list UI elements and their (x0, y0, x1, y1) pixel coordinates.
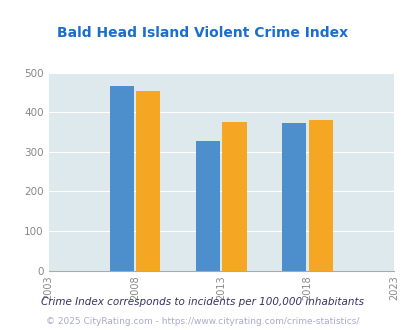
Bar (222, 122, 246, 271)
Bar (308, 120, 332, 271)
Text: © 2025 CityRating.com - https://www.cityrating.com/crime-statistics/: © 2025 CityRating.com - https://www.city… (46, 317, 359, 326)
Text: Crime Index corresponds to incidents per 100,000 inhabitants: Crime Index corresponds to incidents per… (41, 297, 364, 307)
Bar (196, 141, 220, 271)
Bar (109, 86, 134, 271)
Bar (136, 91, 160, 271)
Text: Bald Head Island Violent Crime Index: Bald Head Island Violent Crime Index (57, 26, 348, 40)
Bar (281, 123, 306, 271)
